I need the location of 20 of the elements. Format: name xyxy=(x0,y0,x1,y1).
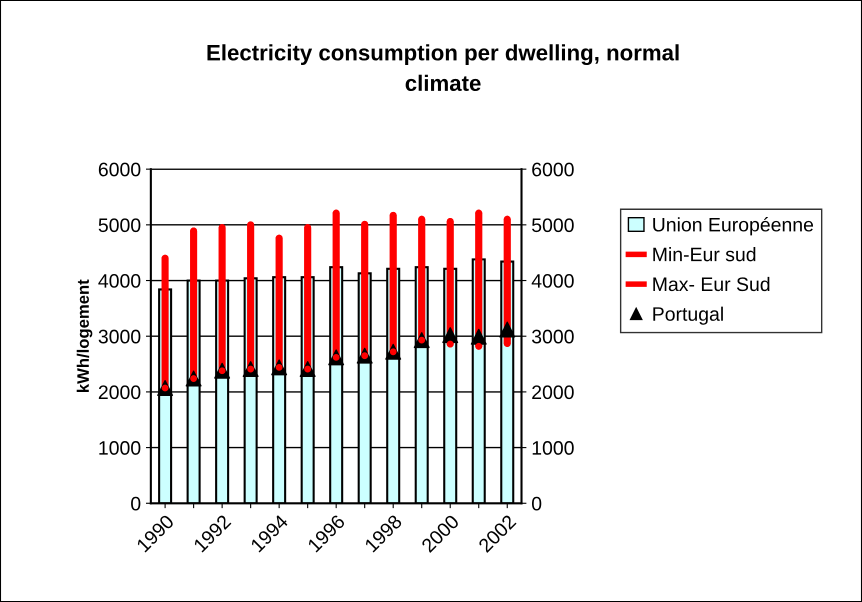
y2-tick-label: 4000 xyxy=(532,274,574,288)
y-axis-title: kWh/logement xyxy=(76,279,92,392)
y-tick-label: 6000 xyxy=(98,162,140,176)
y2-tick-label: 2000 xyxy=(532,385,574,400)
y2-tick-label: 6000 xyxy=(532,162,574,176)
y2-tick-label: 3000 xyxy=(532,330,574,344)
y2-tick-label: 5000 xyxy=(532,218,574,232)
y-tick-label: 4000 xyxy=(98,274,140,288)
legend-label: Min-Eur sud xyxy=(653,247,756,262)
y-tick-label: 3000 xyxy=(98,330,140,344)
legend-label: Portugal xyxy=(653,306,723,325)
legend-label: Union Européenne xyxy=(653,217,814,236)
y-tick-label: 1000 xyxy=(99,441,140,455)
y-tick-label: 0 xyxy=(131,496,140,511)
legend-label: Max- Eur Sud xyxy=(653,276,770,292)
chart-title: Electricity consumption per dwelling, normal climate xyxy=(207,44,679,92)
y-tick-label: 5000 xyxy=(98,218,140,232)
y2-tick-label: 0 xyxy=(532,496,542,511)
y-tick-label: 2000 xyxy=(98,385,140,400)
y2-tick-label: 1000 xyxy=(532,441,574,455)
